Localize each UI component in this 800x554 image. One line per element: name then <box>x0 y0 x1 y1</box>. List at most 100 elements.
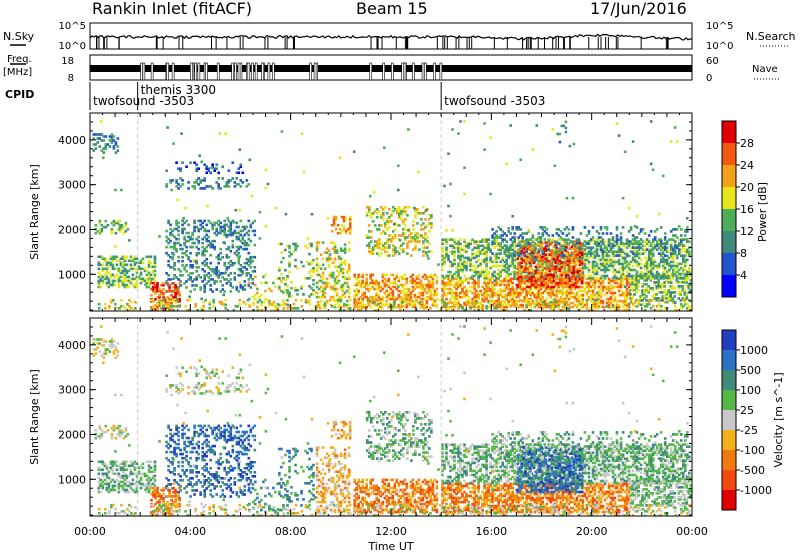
power-cell <box>523 279 526 283</box>
power-cell <box>162 281 165 285</box>
power-cell <box>534 269 538 273</box>
power-cell <box>525 238 528 241</box>
power-cell <box>593 287 597 291</box>
power-cell <box>639 230 643 233</box>
power-cell <box>169 223 172 227</box>
power-cell <box>657 244 661 248</box>
power-cell <box>559 248 563 251</box>
power-cell <box>98 307 101 310</box>
power-cell <box>607 260 611 264</box>
power-cell <box>268 301 271 305</box>
power-cell <box>511 291 514 295</box>
power-cell <box>609 279 613 283</box>
power-cell <box>552 275 556 279</box>
power-cell <box>181 255 184 259</box>
power-cell <box>339 267 343 271</box>
power-cell <box>97 271 101 275</box>
power-cell <box>631 277 634 280</box>
power-cell <box>369 275 372 279</box>
power-cell <box>401 277 405 281</box>
power-cell <box>473 291 476 295</box>
power-cell <box>607 289 611 293</box>
power-cell <box>120 223 124 227</box>
power-cell <box>459 256 462 260</box>
power-cell <box>517 295 520 299</box>
power-cell <box>330 229 334 233</box>
power-cell <box>317 303 321 307</box>
power-cell <box>637 242 641 246</box>
power-cell <box>649 250 653 254</box>
power-cell <box>541 291 545 295</box>
power-cell <box>536 277 540 281</box>
power-cell <box>497 256 500 260</box>
power-cell <box>215 227 218 231</box>
power-cell <box>459 285 462 289</box>
power-cell <box>505 283 508 287</box>
power-cell <box>649 272 653 276</box>
power-cell <box>681 281 685 284</box>
power-cell <box>137 265 141 269</box>
power-cell <box>423 277 427 281</box>
power-cell <box>667 299 670 302</box>
power-cell <box>678 262 681 266</box>
power-cell <box>215 181 218 184</box>
power-cell <box>574 285 578 289</box>
power-cell <box>406 242 409 245</box>
power-cell <box>135 279 139 283</box>
power-cell <box>417 295 421 299</box>
power-cell <box>629 240 633 243</box>
power-cell <box>241 286 245 289</box>
power-cell <box>635 260 639 264</box>
power-cell <box>665 262 669 266</box>
power-cell <box>451 274 454 278</box>
power-cell <box>367 236 371 239</box>
power-cell <box>525 240 528 243</box>
power-cell <box>254 275 257 279</box>
power-cell <box>641 289 644 292</box>
power-cell <box>137 275 141 279</box>
power-cell <box>557 301 561 305</box>
power-cell <box>221 225 224 229</box>
power-cell <box>552 245 556 248</box>
power-cell <box>471 256 474 260</box>
power-cell <box>577 289 581 293</box>
power-cell <box>572 269 576 273</box>
power-cell <box>403 297 407 301</box>
power-cell <box>315 247 319 250</box>
power-cell <box>591 260 595 264</box>
power-cell <box>391 291 395 295</box>
power-cell <box>605 226 609 229</box>
power-cell <box>282 291 285 294</box>
power-cell <box>421 287 425 291</box>
power-cell <box>611 258 615 262</box>
power-cell <box>173 241 176 245</box>
power-cell <box>667 256 671 260</box>
power-cell <box>544 267 548 271</box>
power-cell <box>623 244 627 248</box>
power-cell <box>673 234 677 237</box>
power-cell <box>294 289 297 292</box>
power-cell <box>535 287 539 291</box>
power-cell <box>587 256 591 260</box>
power-cell <box>215 266 218 269</box>
power-cell <box>560 265 564 269</box>
power-cell <box>457 274 460 278</box>
power-cell <box>519 246 522 249</box>
power-cell <box>195 179 198 182</box>
power-cell <box>394 252 397 255</box>
power-cell <box>413 293 417 297</box>
power-cell <box>467 289 470 293</box>
power-cell <box>177 225 180 229</box>
power-cell <box>365 244 369 247</box>
power-cell <box>538 285 542 289</box>
power-cell <box>153 263 157 267</box>
power-cell <box>633 246 637 250</box>
power-cell <box>373 287 376 291</box>
power-cell <box>475 266 478 270</box>
power-cell <box>537 236 541 239</box>
power-cell <box>199 286 202 289</box>
power-cell <box>491 234 494 237</box>
power-cell <box>420 234 423 237</box>
power-cell <box>680 254 683 258</box>
power-cell <box>333 257 337 261</box>
